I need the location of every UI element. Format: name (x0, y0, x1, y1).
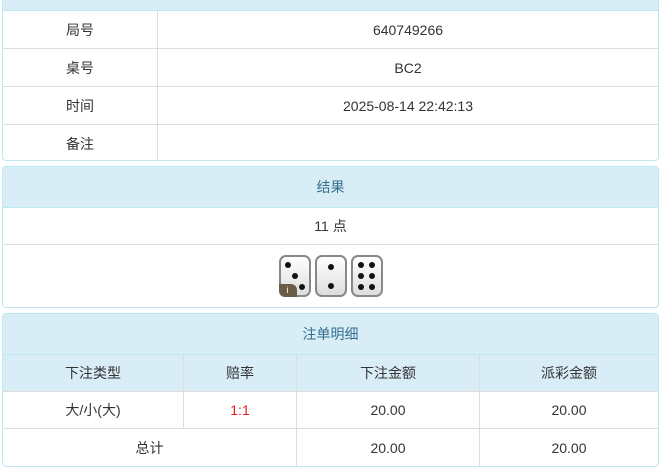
table-row: 大/小(大) 1:1 20.00 20.00 (3, 392, 658, 429)
total-row: 总计 20.00 20.00 (3, 429, 658, 466)
round-id: 640749266 (372, 21, 444, 38)
result-panel: 结果 11 点 i (2, 166, 659, 308)
bet-amount: 20.00 (297, 392, 480, 428)
total-amount: 20.00 (297, 429, 480, 466)
info-panel-header (3, 0, 658, 11)
die-pip (284, 262, 291, 269)
die-pip (291, 273, 298, 279)
label: 局号 (3, 11, 158, 48)
bet-odds: 1:1 (184, 392, 297, 428)
bets-title: 注单明细 (3, 314, 658, 355)
info-row-round: 局号 640749266 (3, 11, 658, 49)
label: 桌号 (3, 49, 158, 86)
result-points: 11 点 (314, 218, 347, 234)
die-pip (369, 273, 376, 279)
header-amount: 下注金额 (297, 355, 480, 391)
note-value (158, 125, 658, 160)
header-type: 下注类型 (3, 355, 184, 391)
info-icon[interactable]: i (278, 284, 297, 297)
info-row-note: 备注 (3, 125, 658, 160)
bet-type: 大/小(大) (3, 392, 184, 428)
die-2 (314, 255, 347, 297)
die-pip (357, 262, 364, 269)
die-pip (369, 283, 376, 290)
die-3: i (278, 255, 311, 297)
die-6 (350, 255, 383, 297)
label: 时间 (3, 87, 158, 124)
header-odds: 赔率 (184, 355, 297, 391)
info-row-table: 桌号 BC2 (3, 49, 658, 87)
total-label: 总计 (3, 429, 297, 466)
total-payout: 20.00 (551, 439, 587, 456)
result-points-row: 11 点 (3, 208, 658, 245)
header-payout: 派彩金额 (541, 365, 597, 381)
dice-row: i (3, 245, 658, 307)
info-panel: 局号 640749266 桌号 BC2 时间 2025-08-14 22:42:13 … (2, 0, 659, 161)
die-pip (298, 283, 305, 290)
die-pip (327, 263, 334, 270)
time-value: 2025-08-14 22:42:13 (343, 97, 473, 114)
die-pip (357, 273, 364, 279)
bets-header-row: 下注类型 赔率 下注金额 派彩金额 (3, 355, 658, 392)
dice-container: i (3, 245, 658, 307)
result-title: 结果 (3, 167, 658, 208)
die-pip (327, 282, 334, 289)
table-id: BC2 (394, 59, 422, 76)
die-pip (357, 283, 364, 290)
die-pip (369, 262, 376, 269)
info-row-time: 时间 2025-08-14 22:42:13 (3, 87, 658, 125)
label: 备注 (3, 125, 158, 160)
bets-panel: 注单明细 下注类型 赔率 下注金额 派彩金额 大/小(大) 1:1 20.00 … (2, 313, 659, 467)
bet-payout: 20.00 (551, 402, 587, 418)
